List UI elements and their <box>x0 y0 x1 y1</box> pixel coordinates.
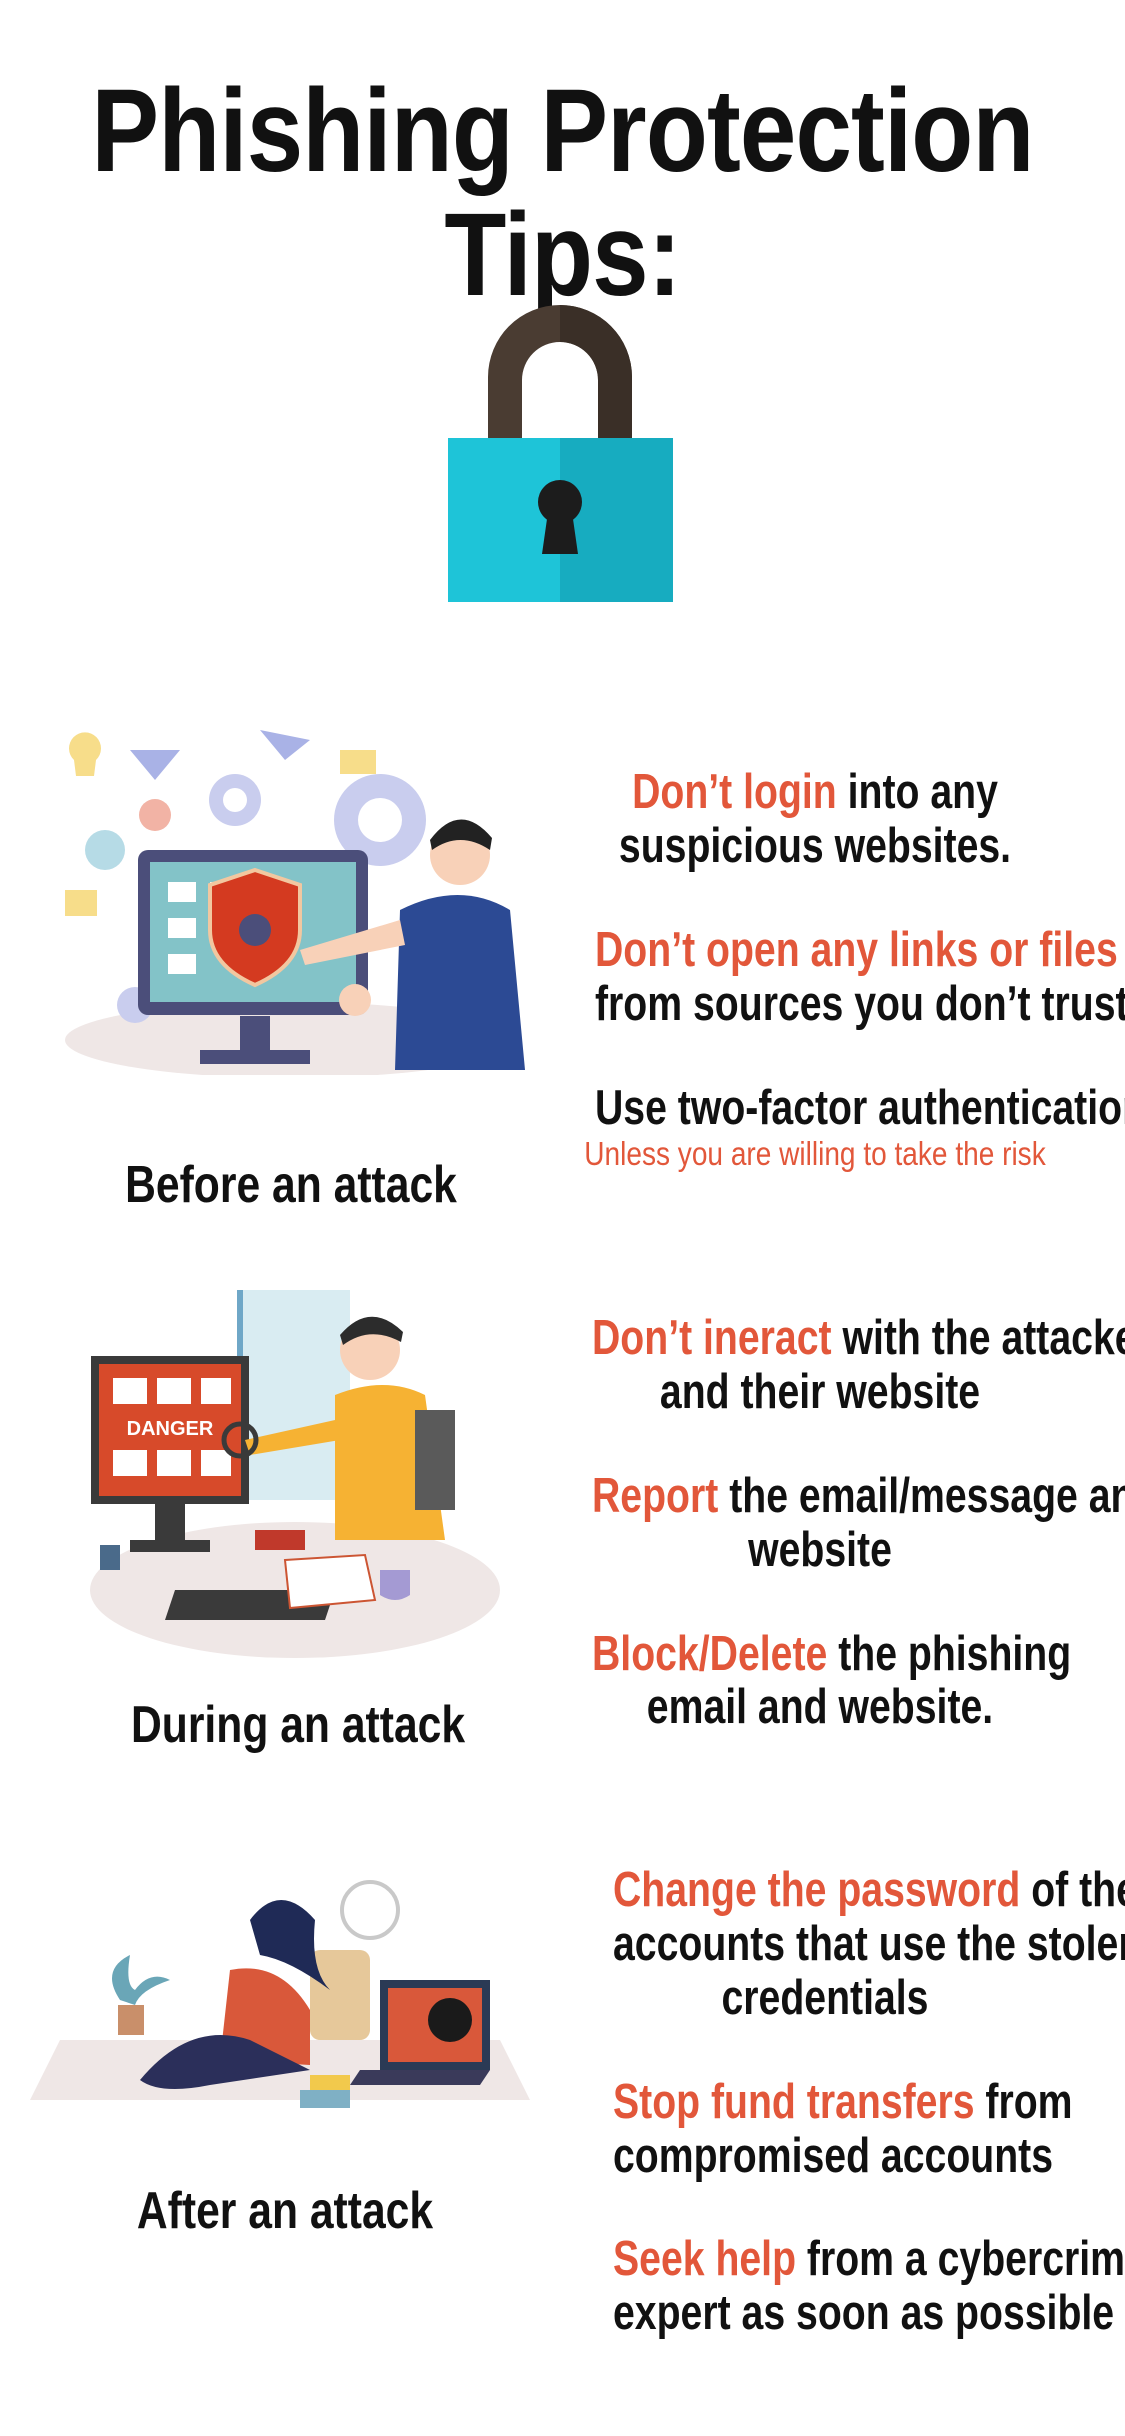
hacked-laptop-illustration <box>30 1880 530 2108</box>
tip-text: expert as soon as possible <box>613 2286 1115 2341</box>
tip-text: into any <box>836 765 998 819</box>
tip-report: Report the email/message and website <box>592 1468 1125 1578</box>
tip-highlight: Report <box>592 1468 719 1523</box>
tip-text: accounts that use the stolen <box>613 1916 1125 1971</box>
tip-text: from sources you don’t trust <box>595 976 1125 1031</box>
tip-text: suspicious websites. <box>618 818 1012 873</box>
tip-highlight: Don’t ineract <box>592 1311 832 1365</box>
computer-shield-illustration <box>65 730 525 1075</box>
tips-during: Don’t ineract with the attacker and thei… <box>535 1311 1125 1736</box>
tip-dont-open-links: Don’t open any links or files from sourc… <box>595 923 1125 1032</box>
tip-highlight: Don’t open any links or files <box>595 922 1118 977</box>
section-label-before: Before an attack <box>125 1156 457 1214</box>
tip-text: email and website. <box>646 1680 994 1735</box>
tip-highlight: Don’t login <box>632 765 837 819</box>
tips-before: Don’t login into any suspicious websites… <box>540 765 1125 1173</box>
tip-highlight: Stop fund transfers <box>613 2074 975 2129</box>
tip-text: Use two-factor authentication <box>595 1080 1125 1135</box>
tip-stop-fund-transfers: Stop fund transfers from compromised acc… <box>613 2074 1073 2184</box>
tip-block-delete: Block/Delete the phishing email and webs… <box>592 1626 1071 1736</box>
tip-text: and their website <box>659 1364 981 1419</box>
danger-monitor-illustration: DANGER <box>90 1290 500 1658</box>
tip-text: website <box>748 1522 892 1577</box>
svg-text:DANGER: DANGER <box>127 1418 214 1440</box>
tip-text: with the attacker <box>831 1311 1125 1365</box>
tip-text: from a cybercrime <box>796 2232 1125 2287</box>
tip-highlight: Change the password <box>613 1863 1021 1917</box>
tip-dont-interact: Don’t ineract with the attacker and thei… <box>592 1311 1125 1420</box>
section-label-after: After an attack <box>136 2182 434 2240</box>
tip-text: the phishing <box>827 1626 1072 1681</box>
tip-text: the email/message and <box>718 1468 1125 1523</box>
tips-after: Change the password of the accounts that… <box>560 1863 1125 2341</box>
tip-text: from <box>974 2074 1073 2129</box>
tip-dont-login: Don’t login into any suspicious websites… <box>595 765 1035 874</box>
tip-note: Unless you are willing to take the risk <box>584 1135 1046 1173</box>
tip-highlight: Seek help <box>613 2232 797 2287</box>
tip-two-factor: Use two-factor authentication <box>595 1081 1125 1136</box>
section-label-during: During an attack <box>131 1696 466 1754</box>
tip-change-password: Change the password of the accounts that… <box>613 1863 1125 2026</box>
page-title: Phishing Protection Tips: <box>91 65 1034 321</box>
padlock-icon <box>448 305 673 602</box>
tip-text: of the <box>1031 1863 1125 1917</box>
tip-highlight: Block/Delete <box>592 1626 828 1681</box>
tip-text: compromised accounts <box>613 2128 1054 2183</box>
tip-text: credentials <box>721 1970 929 2025</box>
tip-seek-help: Seek help from a cybercrime expert as so… <box>613 2232 1125 2341</box>
